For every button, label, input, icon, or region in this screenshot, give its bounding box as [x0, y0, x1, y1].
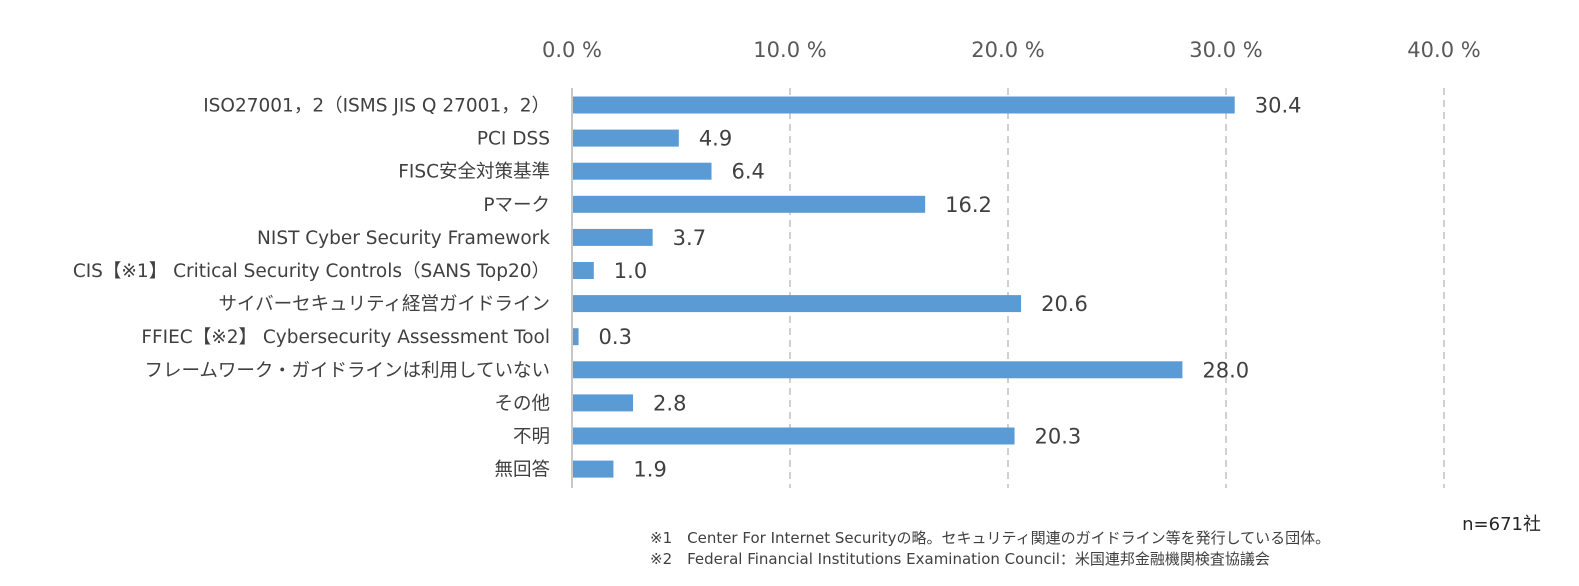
x-axis-ticks: 0.0 % 10.0 % 20.0 % 30.0 % 40.0 %	[542, 38, 1481, 62]
category-label: PCI DSS	[477, 129, 550, 150]
bar	[573, 361, 1183, 379]
bar	[573, 328, 579, 346]
data-label: 20.6	[1041, 292, 1088, 316]
category-label: CIS【※1】 Critical Security Controls（SANS …	[73, 261, 550, 282]
x-tick-label: 40.0 %	[1407, 38, 1480, 62]
category-label: Pマーク	[483, 195, 550, 216]
data-labels: 30.4 4.96.4 16.2 3.7 1.0 20.6 0.3 28.0 2.8 20.3 1.…	[599, 94, 1302, 482]
data-label: 1.0	[614, 259, 647, 283]
category-label: フレームワーク・ガイドラインは利用していない	[144, 360, 550, 381]
category-label: その他	[494, 393, 550, 414]
bar	[573, 262, 594, 279]
gridlines	[789, 88, 1445, 488]
x-tick-label: 20.0 %	[971, 38, 1044, 62]
x-tick-label: 30.0 %	[1189, 38, 1262, 62]
footnotes: ※1 Center For Internet Securityの略。セキュリティ…	[650, 528, 1330, 570]
footnote-1: ※1 Center For Internet Securityの略。セキュリティ…	[650, 529, 1331, 547]
footnote-2: ※2 Federal Financial Institutions Examin…	[650, 550, 1270, 568]
data-label: 20.3	[1035, 425, 1082, 449]
category-label: FFIEC【※2】 Cybersecurity Assessment Tool	[141, 327, 550, 348]
category-label: 不明	[513, 427, 550, 448]
data-label: 30.4	[1255, 94, 1302, 118]
data-label: 2.8	[653, 391, 686, 415]
data-label: 4.9	[699, 127, 732, 151]
data-label: 6.4	[732, 160, 765, 184]
data-label: 16.2	[945, 193, 992, 217]
category-labels: ISO27001，2（ISMS JIS Q 27001，2） PCI DSS FIS…	[73, 96, 550, 481]
category-label: NIST Cyber Security Framework	[257, 228, 550, 249]
bar	[573, 228, 653, 246]
category-label: サイバーセキュリティ経営ガイドライン	[218, 294, 550, 315]
category-label: 無回答	[494, 460, 550, 481]
bar	[573, 427, 1015, 445]
data-label: 3.7	[673, 226, 706, 250]
sample-size: n=671社	[1462, 514, 1541, 535]
data-label: 1.9	[633, 458, 666, 482]
bar	[573, 195, 926, 213]
category-label: FISC安全対策基準	[398, 162, 550, 183]
data-label: 28.0	[1202, 358, 1249, 382]
x-tick-label: 0.0 %	[542, 38, 602, 62]
bar	[573, 96, 1235, 114]
bars	[573, 96, 1235, 478]
bar	[573, 295, 1022, 313]
bar	[573, 162, 712, 180]
x-tick-label: 10.0 %	[753, 38, 826, 62]
data-label: 0.3	[599, 325, 632, 349]
bar	[573, 460, 614, 478]
bar	[573, 129, 679, 147]
bar	[573, 394, 634, 412]
category-label: ISO27001，2（ISMS JIS Q 27001，2）	[203, 96, 550, 117]
